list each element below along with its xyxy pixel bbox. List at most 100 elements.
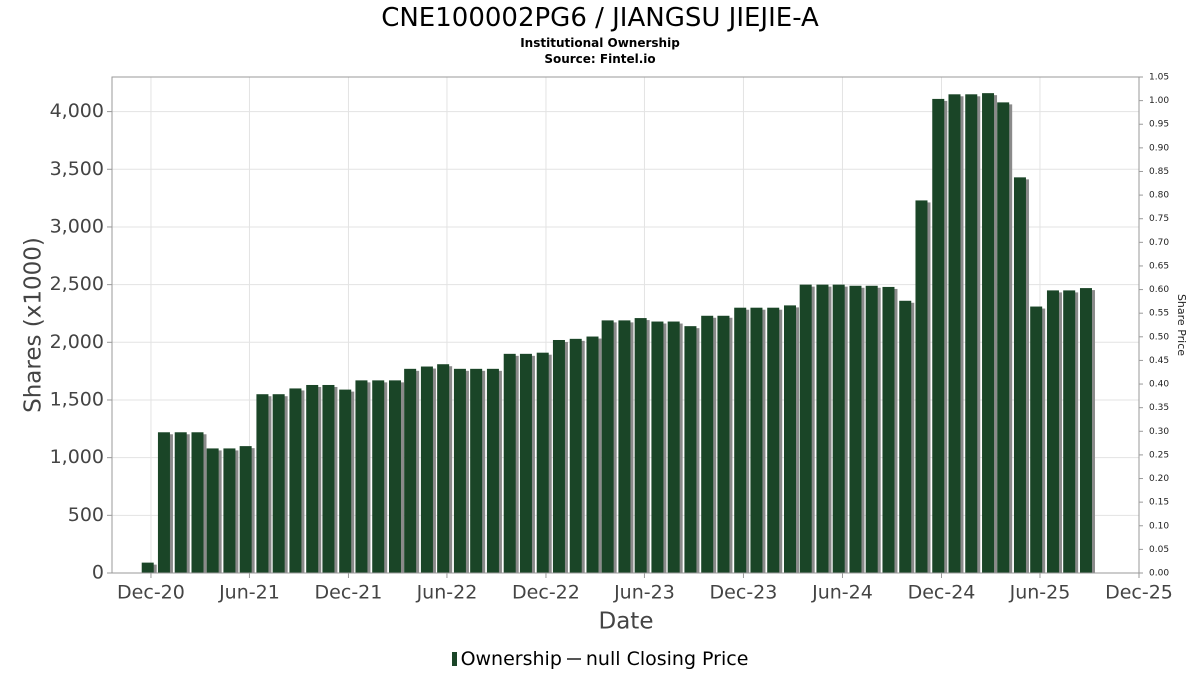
y2-tick-label: 0.80 xyxy=(1149,191,1169,201)
y2-tick-label: 0.15 xyxy=(1149,498,1169,508)
ownership-bar xyxy=(223,448,236,573)
ownership-bar xyxy=(948,94,961,574)
ownership-bar xyxy=(355,380,368,573)
ownership-bar xyxy=(536,352,549,573)
x-axis-label: Date xyxy=(599,609,654,635)
ownership-bar xyxy=(552,339,565,573)
y2-tick-label: 0.85 xyxy=(1149,167,1169,177)
y2-tick-label: 0.00 xyxy=(1149,569,1169,579)
y2-tick-label: 0.30 xyxy=(1149,427,1169,437)
ownership-bar xyxy=(437,364,450,573)
y-axis-label: Shares (x1000) xyxy=(21,237,47,413)
ownership-bar xyxy=(1079,288,1092,573)
ownership-bar xyxy=(701,315,714,573)
ownership-bar xyxy=(372,380,385,573)
ownership-bar xyxy=(915,200,928,573)
y2-tick-label: 0.20 xyxy=(1149,474,1169,484)
ownership-bar xyxy=(306,384,319,573)
ownership-bar xyxy=(799,284,812,573)
ownership-bar xyxy=(569,338,582,573)
bar-layer xyxy=(141,93,1095,574)
x-tick-label: Jun-25 xyxy=(1009,582,1071,604)
ownership-bar xyxy=(256,394,269,573)
ownership-bar xyxy=(388,380,401,573)
ownership-bar xyxy=(470,368,483,573)
ownership-bar xyxy=(932,98,945,573)
y2-tick-label: 0.60 xyxy=(1149,285,1169,295)
y-tick-label: 2,000 xyxy=(50,331,104,353)
legend: Ownership null Closing Price xyxy=(0,647,1200,671)
y-tick-label: 1,000 xyxy=(50,446,104,468)
y-tick-label: 0 xyxy=(92,562,104,584)
ownership-bar xyxy=(767,307,780,573)
ownership-bar xyxy=(1063,290,1076,573)
x-tick-label: Dec-20 xyxy=(117,582,185,604)
ownership-bar xyxy=(157,432,170,573)
ownership-bar xyxy=(586,336,599,573)
legend-ownership-label: Ownership xyxy=(460,648,562,670)
y2-tick-label: 0.95 xyxy=(1149,120,1169,130)
y2-tick-label: 0.55 xyxy=(1149,309,1169,319)
ownership-bar xyxy=(750,307,763,573)
y-tick-label: 1,500 xyxy=(50,388,104,410)
ownership-bar xyxy=(997,102,1010,574)
y2-tick-label: 1.05 xyxy=(1149,73,1169,83)
ownership-bar xyxy=(783,305,796,573)
ownership-bar xyxy=(141,562,154,573)
ownership-bar xyxy=(339,389,352,573)
y2-tick-label: 0.75 xyxy=(1149,214,1169,224)
x-tick-label: Jun-23 xyxy=(613,582,675,604)
y2-tick-label: 0.25 xyxy=(1149,450,1169,460)
y-tick-label: 4,000 xyxy=(50,100,104,122)
ownership-bar xyxy=(899,300,912,573)
ownership-bar xyxy=(618,320,631,573)
ownership-bar xyxy=(191,432,204,573)
y2-tick-label: 0.90 xyxy=(1149,143,1169,153)
ownership-bar xyxy=(882,286,895,573)
ownership-bar xyxy=(717,315,730,573)
legend-ownership-swatch xyxy=(451,652,457,666)
ownership-bar xyxy=(322,384,335,573)
y-tick-label: 500 xyxy=(68,504,104,526)
plot-frame xyxy=(111,76,1140,574)
ownership-bar xyxy=(404,368,417,573)
ownership-bar xyxy=(503,353,516,573)
x-tick-label: Dec-23 xyxy=(710,582,778,604)
ownership-bar xyxy=(1030,306,1043,573)
ownership-bar xyxy=(519,353,532,573)
ownership-bar xyxy=(734,307,747,573)
ownership-bar xyxy=(289,388,302,573)
ownership-bar xyxy=(453,368,466,573)
chart-title: CNE100002PG6 / JIANGSU JIEJIE-A xyxy=(381,3,819,33)
ownership-bar xyxy=(965,94,978,574)
ownership-bar xyxy=(174,432,187,573)
y2-tick-label: 0.45 xyxy=(1149,356,1169,366)
ownership-bar xyxy=(651,321,664,573)
ownership-bar xyxy=(816,284,829,573)
y2-tick-label: 0.05 xyxy=(1149,545,1169,555)
y2-axis-label: Share Price xyxy=(1175,294,1188,356)
chart-source: Source: Fintel.io xyxy=(544,52,656,66)
y-tick-label: 2,500 xyxy=(50,273,104,295)
x-tick-label: Dec-24 xyxy=(908,582,976,604)
ownership-bar xyxy=(420,366,433,573)
ownership-bar xyxy=(684,326,697,573)
axis-layer: 0 500 1,000 1,500 2,000 2,500 3,000 3,500 4,000 0… xyxy=(50,73,1173,604)
y2-tick-label: 1.00 xyxy=(1149,96,1169,106)
y-tick-label: 3,500 xyxy=(50,158,104,180)
ownership-bar xyxy=(601,320,614,573)
ownership-bar xyxy=(206,448,219,573)
ownership-bar xyxy=(667,321,680,573)
ownership-bar xyxy=(634,318,647,573)
x-tick-label: Jun-24 xyxy=(811,582,873,604)
ownership-bar xyxy=(272,394,285,573)
chart-subtitle: Institutional Ownership xyxy=(520,36,680,50)
x-tick-label: Jun-22 xyxy=(416,582,478,604)
y-tick-label: 3,000 xyxy=(50,215,104,237)
ownership-bar xyxy=(849,285,862,573)
y2-tick-label: 0.50 xyxy=(1149,332,1169,342)
ownership-bar xyxy=(486,368,499,573)
y2-tick-label: 0.10 xyxy=(1149,521,1169,531)
x-tick-label: Dec-22 xyxy=(512,582,580,604)
